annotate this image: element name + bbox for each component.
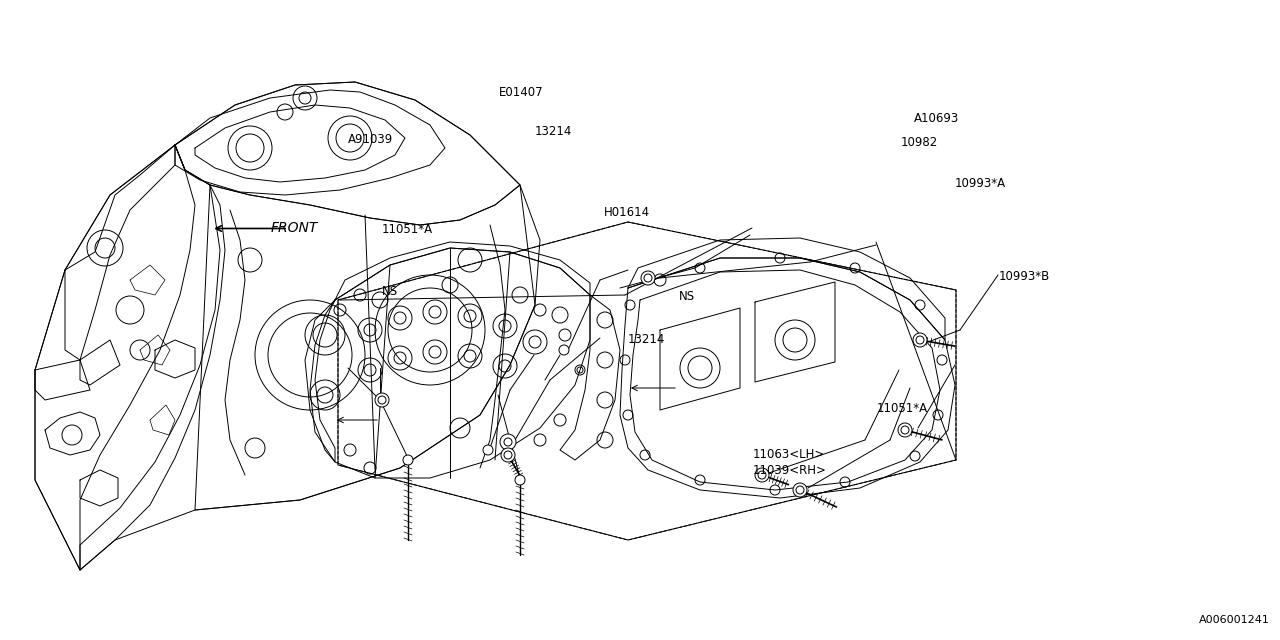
Circle shape <box>500 434 516 450</box>
Text: NS: NS <box>381 285 398 298</box>
Text: 11063<LH>: 11063<LH> <box>753 448 824 461</box>
Circle shape <box>755 468 769 482</box>
Text: 10993*B: 10993*B <box>998 270 1050 283</box>
Text: H01614: H01614 <box>604 206 650 219</box>
Text: 13214: 13214 <box>535 125 572 138</box>
Text: E01407: E01407 <box>499 86 544 99</box>
Text: 13214: 13214 <box>627 333 664 346</box>
Circle shape <box>500 448 515 462</box>
Circle shape <box>641 271 655 285</box>
Text: 10993*A: 10993*A <box>955 177 1006 189</box>
Circle shape <box>483 445 493 455</box>
Text: 11039<RH>: 11039<RH> <box>753 464 827 477</box>
Circle shape <box>559 345 570 355</box>
Text: A91039: A91039 <box>348 133 393 146</box>
Circle shape <box>913 333 927 347</box>
Text: A006001241: A006001241 <box>1199 615 1270 625</box>
Circle shape <box>899 423 913 437</box>
Text: NS: NS <box>678 290 695 303</box>
Text: 11051*A: 11051*A <box>381 223 433 236</box>
Text: 10982: 10982 <box>901 136 938 148</box>
Circle shape <box>403 455 413 465</box>
Text: FRONT: FRONT <box>271 221 319 235</box>
Circle shape <box>794 483 806 497</box>
Text: 11051*A: 11051*A <box>877 402 928 415</box>
Circle shape <box>375 393 389 407</box>
Text: A10693: A10693 <box>914 112 959 125</box>
Circle shape <box>515 475 525 485</box>
